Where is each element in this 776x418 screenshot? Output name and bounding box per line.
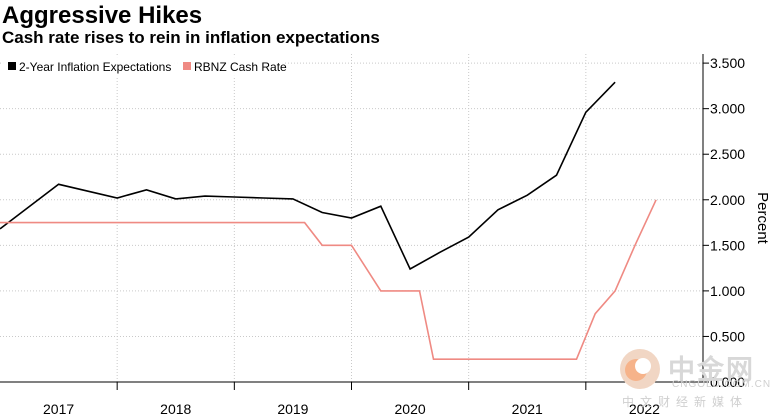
series-line <box>0 81 616 271</box>
axes: 3.500 3.000 2.500 2.000 1.500 1.000 0.500 0.000… <box>0 54 771 417</box>
legend-background <box>2 56 285 76</box>
y-tick-label: 2.000 <box>710 192 745 208</box>
x-tick-label: 2021 <box>512 401 543 417</box>
chart-subtitle: Cash rate rises to rein in inflation exp… <box>2 28 380 47</box>
chart-title: Aggressive Hikes <box>2 2 203 29</box>
y-tick-label: 1.000 <box>710 283 745 299</box>
y-axis-label: Percent <box>754 192 771 245</box>
watermark-tagline: 中文财经新媒体 <box>622 395 749 409</box>
grid-lines <box>0 54 703 382</box>
series-lines <box>0 81 657 361</box>
y-tick-label: 1.500 <box>710 237 745 253</box>
series-line <box>0 199 657 361</box>
legend: 2-Year Inflation Expectations RBNZ Cash R… <box>2 56 287 76</box>
y-tick-label: 0.500 <box>710 328 745 344</box>
watermark: 中金网 CNGOLD.COM.CN 中文财经新媒体 <box>616 346 770 409</box>
y-tick-label: 3.000 <box>710 101 745 117</box>
x-tick-label: 2022 <box>629 401 660 417</box>
x-tick-label: 2020 <box>395 401 426 417</box>
x-tick-label: 2017 <box>43 401 74 417</box>
legend-swatch <box>8 62 16 70</box>
watermark-logo-icon <box>620 349 660 389</box>
legend-swatch <box>183 62 191 70</box>
y-tick-label: 2.500 <box>710 146 745 162</box>
legend-label: RBNZ Cash Rate <box>194 60 287 74</box>
watermark-brand: 中金网 <box>668 355 755 386</box>
y-tick-label: 3.500 <box>710 55 745 71</box>
legend-label: 2-Year Inflation Expectations <box>19 60 171 74</box>
y-tick-label: 0.000 <box>710 374 745 390</box>
watermark-url: CNGOLD.COM.CN <box>672 379 772 390</box>
x-tick-label: 2019 <box>277 401 308 417</box>
x-tick-label: 2018 <box>160 401 191 417</box>
